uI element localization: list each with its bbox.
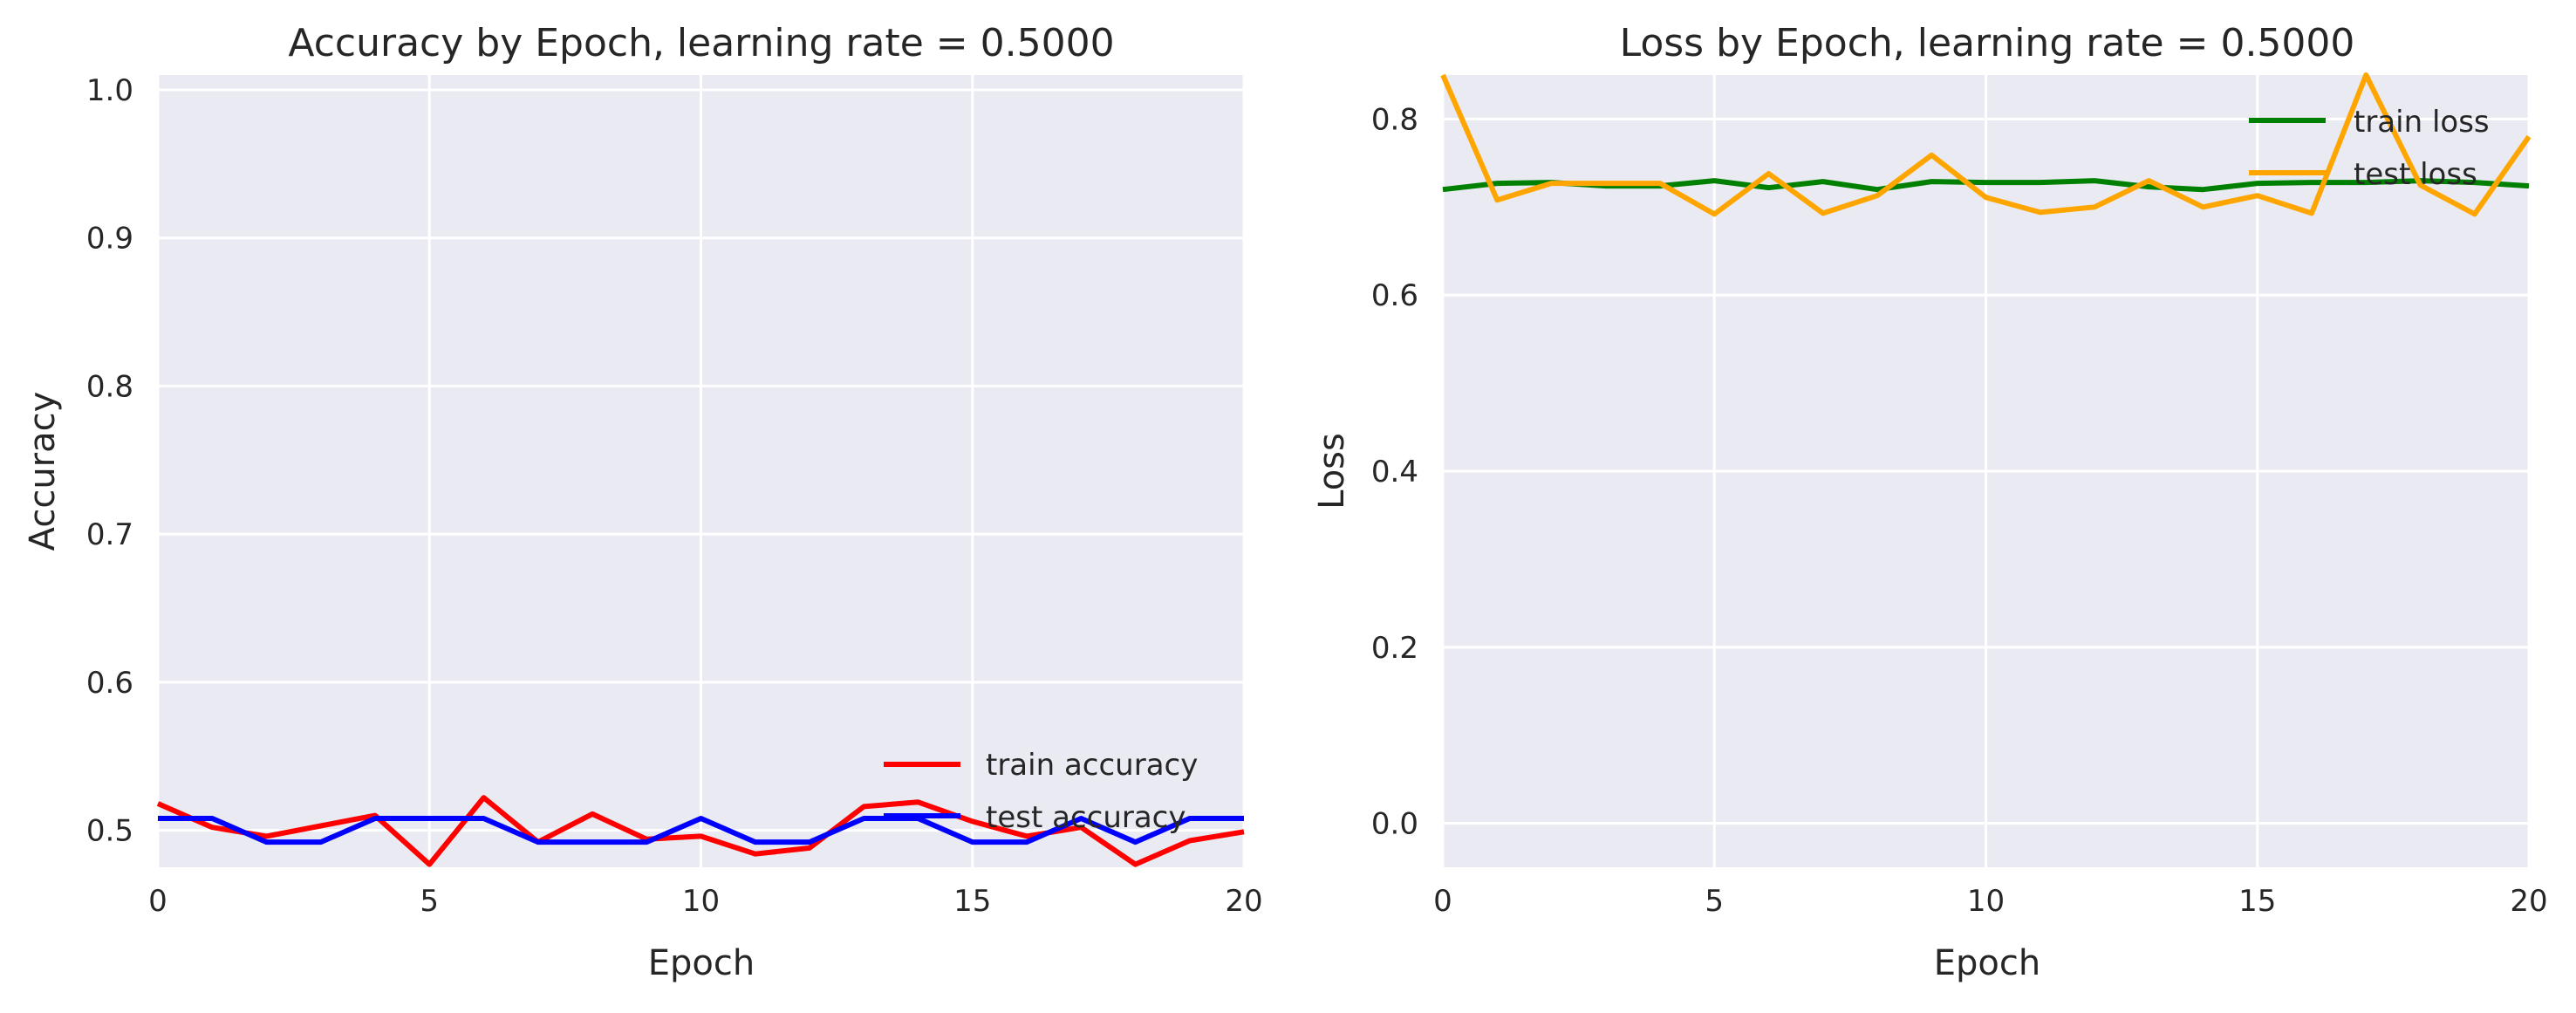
- loss-series-lines: [1440, 72, 2532, 217]
- loss-y-axis-label: Loss: [1312, 433, 1352, 510]
- accuracy-series-lines: [156, 795, 1245, 867]
- accuracy-x-axis-label: Epoch: [648, 943, 755, 983]
- accuracy-y-axis-label: Accuracy: [23, 392, 63, 551]
- loss-x-tick-label: 0: [1433, 884, 1452, 919]
- loss-grid: [1441, 75, 2531, 867]
- loss-y-ticks: 0.0 0.2 0.4 0.6 0.8: [1371, 102, 1418, 841]
- loss-legend: train loss test loss: [2249, 105, 2490, 192]
- accuracy-x-tick-label: 5: [420, 884, 439, 919]
- loss-y-tick-label: 0.2: [1371, 631, 1418, 666]
- accuracy-y-ticks: 0.5 0.6 0.7 0.8 0.9 1.0: [86, 73, 133, 849]
- loss-y-tick-label: 0.6: [1371, 278, 1418, 313]
- accuracy-x-ticks: 0 5 10 15 20: [148, 884, 1262, 919]
- loss-y-tick-label: 0.4: [1371, 455, 1418, 489]
- accuracy-x-tick-label: 10: [682, 884, 720, 919]
- loss-x-tick-label: 20: [2510, 884, 2547, 919]
- accuracy-y-tick-label: 1.0: [86, 73, 133, 108]
- loss-x-tick-label: 10: [1967, 884, 2005, 919]
- loss-x-tick-label: 5: [1705, 884, 1724, 919]
- loss-y-tick-label: 0.0: [1371, 807, 1418, 842]
- series-line-test-loss: [1440, 72, 2532, 217]
- accuracy-chart: Accuracy by Epoch, learning rate = 0.500…: [23, 21, 1263, 983]
- legend-label-test-accuracy: test accuracy: [986, 800, 1186, 835]
- legend-label-train-loss: train loss: [2354, 105, 2490, 140]
- loss-x-axis-label: Epoch: [1934, 943, 2040, 983]
- accuracy-x-tick-label: 20: [1225, 884, 1262, 919]
- accuracy-y-tick-label: 0.8: [86, 369, 133, 404]
- accuracy-y-tick-label: 0.7: [86, 517, 133, 552]
- accuracy-y-tick-label: 0.5: [86, 814, 133, 849]
- series-line-train-accuracy: [156, 795, 1245, 867]
- loss-x-tick-label: 15: [2238, 884, 2276, 919]
- legend-label-train-accuracy: train accuracy: [986, 748, 1198, 783]
- legend-label-test-loss: test loss: [2354, 157, 2477, 192]
- loss-chart-title: Loss by Epoch, learning rate = 0.5000: [1620, 21, 2355, 65]
- accuracy-chart-title: Accuracy by Epoch, learning rate = 0.500…: [288, 21, 1114, 65]
- loss-x-ticks: 0 5 10 15 20: [1433, 884, 2547, 919]
- accuracy-y-tick-label: 0.6: [86, 666, 133, 701]
- accuracy-legend: train accuracy test accuracy: [884, 748, 1198, 835]
- loss-chart: Loss by Epoch, learning rate = 0.5000 0 5…: [1312, 21, 2548, 983]
- accuracy-y-tick-label: 0.9: [86, 222, 133, 257]
- loss-y-tick-label: 0.8: [1371, 102, 1418, 137]
- accuracy-x-tick-label: 15: [953, 884, 991, 919]
- accuracy-x-tick-label: 0: [148, 884, 167, 919]
- accuracy-grid: [156, 75, 1246, 867]
- series-line-test-accuracy: [158, 816, 1244, 845]
